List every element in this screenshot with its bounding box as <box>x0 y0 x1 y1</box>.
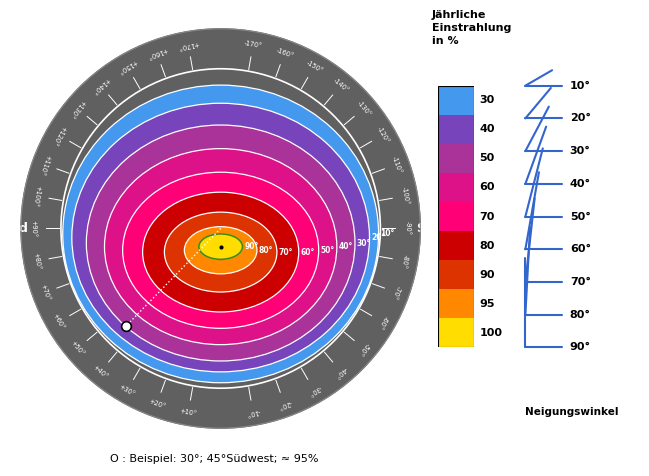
Text: +100°: +100° <box>32 185 42 207</box>
Text: +120°: +120° <box>51 124 67 146</box>
Text: +40°: +40° <box>92 364 109 379</box>
Text: -150°: -150° <box>304 60 324 74</box>
Text: 30°: 30° <box>357 238 371 248</box>
Bar <box>438 144 474 173</box>
Text: 10°: 10° <box>570 80 591 91</box>
Ellipse shape <box>63 85 378 383</box>
Text: -70°: -70° <box>391 285 402 300</box>
Text: +60°: +60° <box>52 313 66 331</box>
Text: -90°: -90° <box>404 221 411 236</box>
Text: -80°: -80° <box>400 253 409 268</box>
Text: +10°: +10° <box>179 408 197 417</box>
Text: 100: 100 <box>479 328 502 338</box>
Text: 20°: 20° <box>371 233 386 242</box>
Text: +130°: +130° <box>68 98 86 119</box>
Text: 50°: 50° <box>321 246 335 255</box>
Text: 50°: 50° <box>570 211 591 222</box>
Text: -60°: -60° <box>376 314 389 329</box>
Text: 60: 60 <box>479 182 495 192</box>
Text: O : Beispiel: 30°; 45°Südwest; ≈ 95%: O : Beispiel: 30°; 45°Südwest; ≈ 95% <box>110 454 319 464</box>
Ellipse shape <box>143 192 299 312</box>
Text: -100°: -100° <box>400 187 410 206</box>
Text: +140°: +140° <box>90 76 111 94</box>
Ellipse shape <box>72 103 369 372</box>
Bar <box>438 231 474 260</box>
Circle shape <box>61 69 380 388</box>
Text: 20°: 20° <box>570 113 591 123</box>
Text: 40: 40 <box>479 124 495 134</box>
Text: -40°: -40° <box>334 365 349 378</box>
Text: 95: 95 <box>479 299 495 309</box>
Text: -170°: -170° <box>243 40 263 49</box>
Text: Ost: Ost <box>209 431 232 444</box>
Text: -50°: -50° <box>357 341 371 356</box>
Text: -140°: -140° <box>332 77 350 93</box>
Text: +150°: +150° <box>116 59 138 75</box>
Text: -120°: -120° <box>375 126 390 144</box>
Text: 70°: 70° <box>278 248 293 257</box>
Ellipse shape <box>86 125 355 361</box>
Text: 90°: 90° <box>244 242 258 251</box>
Text: +110°: +110° <box>38 153 51 176</box>
Text: 90°: 90° <box>570 342 591 353</box>
Text: Süd: Süd <box>416 222 443 235</box>
Text: +70°: +70° <box>39 283 51 302</box>
Ellipse shape <box>184 227 257 274</box>
Text: +50°: +50° <box>69 340 85 357</box>
Text: 50: 50 <box>479 153 495 163</box>
Bar <box>438 115 474 144</box>
Text: -160°: -160° <box>275 47 294 59</box>
Text: +20°: +20° <box>147 398 166 410</box>
Text: +30°: +30° <box>118 384 136 397</box>
Ellipse shape <box>123 172 319 328</box>
Text: 60°: 60° <box>570 244 591 254</box>
Text: +80°: +80° <box>32 252 41 270</box>
Bar <box>438 173 474 202</box>
Text: 40°: 40° <box>570 179 591 189</box>
Text: +90°: +90° <box>31 220 37 237</box>
Text: +170°: +170° <box>177 40 199 49</box>
Text: Neigungswinkel: Neigungswinkel <box>526 407 619 417</box>
Text: 80°: 80° <box>570 310 591 320</box>
Ellipse shape <box>104 149 337 345</box>
Text: Jährliche
Einstrahlung
in %: Jährliche Einstrahlung in % <box>432 10 511 46</box>
Text: 10°: 10° <box>380 229 395 238</box>
Bar <box>438 260 474 289</box>
Text: -10°: -10° <box>246 408 261 417</box>
Ellipse shape <box>199 234 243 259</box>
Text: West: West <box>203 13 238 26</box>
Text: +160°: +160° <box>145 46 168 60</box>
Text: -20°: -20° <box>277 399 292 409</box>
Text: 70: 70 <box>479 211 495 222</box>
Bar <box>438 318 474 347</box>
Text: 60°: 60° <box>300 248 315 257</box>
Text: 40°: 40° <box>339 242 353 251</box>
Text: 70°: 70° <box>570 277 591 287</box>
Bar <box>438 86 474 115</box>
Ellipse shape <box>164 212 277 292</box>
Circle shape <box>21 29 421 428</box>
Text: 30: 30 <box>479 95 495 105</box>
Text: 90: 90 <box>479 270 495 280</box>
Text: Nord: Nord <box>0 222 29 235</box>
Text: 30°: 30° <box>570 146 591 156</box>
Bar <box>438 202 474 231</box>
Text: -110°: -110° <box>391 155 402 174</box>
Text: -30°: -30° <box>306 384 322 397</box>
Text: 80°: 80° <box>259 246 273 255</box>
Text: 80: 80 <box>479 241 495 251</box>
Bar <box>438 289 474 318</box>
Text: -130°: -130° <box>356 99 372 117</box>
